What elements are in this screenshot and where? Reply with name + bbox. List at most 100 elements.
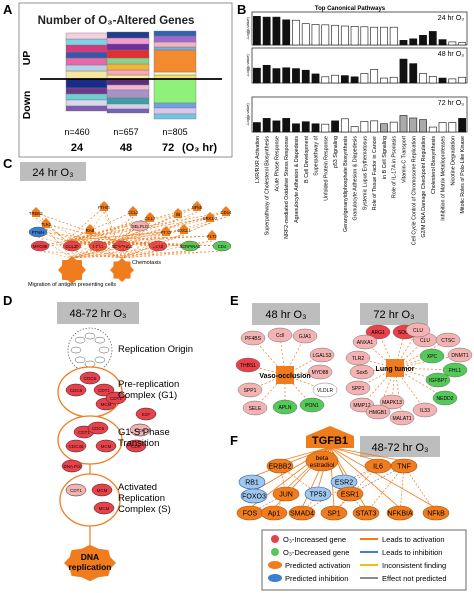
up-segment <box>153 30 197 37</box>
gene-label: SPP1 <box>352 386 365 392</box>
gene-label: CCL2 <box>128 210 139 215</box>
pathway-label: Agranulocyte Adhesion & Diapedesis <box>294 136 300 223</box>
gene-node <box>95 439 117 453</box>
edge <box>65 231 167 242</box>
gene-node <box>222 206 230 216</box>
gene-node <box>267 327 293 343</box>
gene-node <box>299 397 325 413</box>
dna-replication-node <box>64 544 116 582</box>
edge <box>71 211 105 259</box>
up-segment <box>106 69 150 76</box>
gene-node <box>305 450 339 472</box>
vaso-occlusion-label: Vaso-occlusion <box>259 373 310 380</box>
dna-replication-label: replication <box>69 562 112 572</box>
tgfb1-node <box>306 426 354 448</box>
gene-label: MYC68 <box>33 244 48 249</box>
gene-label: CDK <box>131 444 141 449</box>
gene-node <box>79 371 101 385</box>
gene-label: NFKBIA <box>387 511 413 518</box>
gene-label: Sox5 <box>356 370 368 376</box>
stage-label: Complex (S) <box>118 504 171 515</box>
gene-label: RAB <box>86 228 95 233</box>
gene-label: E2F <box>142 412 151 417</box>
gene-node <box>65 383 87 397</box>
down-segment <box>65 78 109 89</box>
chart-tag: 48 hr O₃ <box>438 51 464 58</box>
stage-label: Transition <box>118 438 159 449</box>
gene-node <box>352 505 380 521</box>
gene-label: CDK <box>135 428 145 433</box>
gene-node <box>419 348 445 364</box>
gene-label: RB1 <box>245 480 259 487</box>
edge <box>35 212 67 242</box>
pathway-bar <box>253 16 261 46</box>
gene-label: CDT1 <box>98 388 110 393</box>
gene-node <box>61 459 83 473</box>
gene-node <box>174 208 182 218</box>
gene-node <box>242 400 268 416</box>
pathway-bar <box>399 58 408 84</box>
pathway-bar <box>262 118 271 133</box>
gene-node <box>129 206 137 216</box>
edge <box>343 465 379 483</box>
gene-label: CCL20 <box>65 244 79 249</box>
down-segment <box>65 87 109 95</box>
gene-label: SMAD4 <box>290 511 314 518</box>
gene-node <box>100 201 108 211</box>
edge <box>121 218 179 259</box>
gene-label: PTN/H <box>32 230 45 235</box>
gene-label: MCM <box>97 488 108 493</box>
edge <box>329 446 379 462</box>
pathway-bar <box>458 42 467 46</box>
legend-increased-swatch <box>271 535 279 543</box>
gene-label: ESR1 <box>341 492 359 499</box>
pathway-bar <box>311 123 320 133</box>
legend-leads-inhibition: Leads to inhibition <box>382 548 442 557</box>
gene-label: FTH/E <box>98 205 110 210</box>
gene-node <box>292 328 318 344</box>
origin-subunit <box>74 356 86 364</box>
gene-label: ESR2 <box>335 480 353 487</box>
gene-label: ANXA1 <box>357 340 374 346</box>
pathway-bar <box>428 76 437 84</box>
panel-a: A Number of O₃-Altered Genes UP Down n=4… <box>3 2 233 158</box>
legend-leads-activation: Leads to activation <box>382 535 445 544</box>
panel-f-tag <box>360 436 440 457</box>
pathway-bar <box>331 74 339 84</box>
gene-label: ERK1/2 <box>203 216 218 221</box>
gene-label: TLR2 <box>41 222 52 227</box>
gene-node <box>435 332 461 348</box>
pathway-bar <box>389 26 398 46</box>
gene-node <box>240 488 268 504</box>
panel-e-tag72 <box>360 303 428 325</box>
pathway-label: Inhibition of Matrix Metalloproteases <box>441 136 447 221</box>
panel-e-letter: E <box>230 293 239 308</box>
edge <box>121 250 223 259</box>
origin-subunit <box>70 346 82 354</box>
panel-b: B Top Canonical Pathways 24 hr O₃ -Log(p-… <box>237 2 468 245</box>
edge <box>121 211 198 259</box>
pathway-bar <box>428 126 437 133</box>
up-segment <box>106 57 150 65</box>
gene-label: DNMT1 <box>451 353 468 359</box>
pathway-label: G2/M DNA Damage Checkpoint Regulation <box>421 136 427 238</box>
gene-node <box>422 505 450 521</box>
gene-label: CDC6 <box>92 426 105 431</box>
pathway-bar <box>360 73 369 84</box>
gene-label: FLT3 <box>207 234 217 239</box>
pathway-bar <box>399 40 408 46</box>
gene-node <box>379 394 405 410</box>
gene-label: estradiol <box>310 462 335 469</box>
gene-label: THBS1 <box>240 363 256 369</box>
legend-inconsistent: Inconsistent finding <box>382 561 446 570</box>
pathway-bar <box>262 64 271 84</box>
panel-c-tag <box>20 162 86 181</box>
edge <box>403 465 437 514</box>
gene-node <box>86 224 94 234</box>
gene-label: TNF <box>397 464 411 471</box>
chart-ylabel: -Log(p-value) <box>246 102 250 125</box>
up-segment <box>106 43 150 51</box>
lung-tumor-label: Lung tumor <box>376 366 415 373</box>
